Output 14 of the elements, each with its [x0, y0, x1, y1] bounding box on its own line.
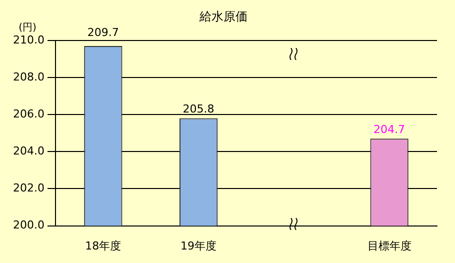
x-tick-label: 目標年度 — [367, 239, 412, 252]
y-tick-label: 206.0 — [12, 107, 44, 120]
y-tick-label: 200.0 — [12, 218, 44, 232]
y-tick-label: 208.0 — [12, 70, 44, 84]
data-label: 209.7 — [87, 26, 119, 39]
y-tick-label: 204.0 — [12, 144, 44, 158]
y-tick-label: 202.0 — [12, 182, 44, 195]
y-axis-title: (円) — [18, 22, 36, 34]
data-label: 205.8 — [182, 102, 214, 116]
x-tick-label: 19年度 — [180, 239, 217, 252]
chart-title: 給水原価 — [198, 9, 248, 24]
y-tick-label: 210.0 — [12, 33, 44, 46]
x-tick-label: 18年度 — [85, 239, 122, 252]
data-label: 204.7 — [374, 123, 406, 136]
